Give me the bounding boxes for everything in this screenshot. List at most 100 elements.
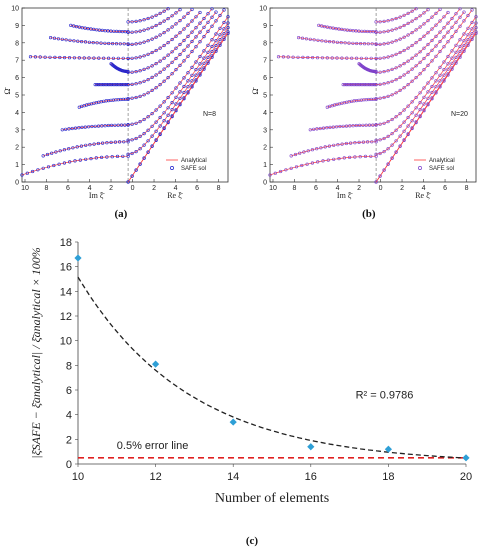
safe-point bbox=[302, 150, 306, 154]
safe-point bbox=[82, 56, 86, 60]
safe-point bbox=[386, 147, 390, 151]
safe-point bbox=[358, 155, 362, 159]
safe-point bbox=[126, 56, 130, 60]
safe-point bbox=[358, 123, 362, 127]
safe-point bbox=[306, 55, 310, 60]
safe-point bbox=[74, 25, 79, 29]
safe-point bbox=[418, 50, 422, 54]
safe-point bbox=[83, 26, 87, 30]
safe-point bbox=[354, 29, 358, 33]
legend-analytical-label: Analytical bbox=[429, 158, 455, 164]
safe-point bbox=[394, 128, 398, 132]
safe-point bbox=[363, 82, 367, 87]
safe-point bbox=[347, 41, 351, 45]
safe-point bbox=[194, 78, 198, 82]
safe-point bbox=[394, 139, 398, 143]
x-tick-label: 10 bbox=[72, 471, 84, 483]
safe-point bbox=[138, 29, 142, 33]
safe-point bbox=[99, 41, 103, 45]
safe-point bbox=[206, 29, 210, 34]
safe-point bbox=[146, 27, 150, 31]
safe-point bbox=[174, 56, 178, 61]
safe-point bbox=[446, 40, 450, 44]
safe-point bbox=[162, 126, 166, 130]
safe-point bbox=[114, 82, 119, 87]
safe-point bbox=[390, 67, 394, 71]
safe-point bbox=[438, 30, 442, 34]
safe-point bbox=[442, 26, 446, 30]
safe-point bbox=[311, 55, 315, 60]
safe-point bbox=[150, 37, 154, 41]
safe-point bbox=[166, 28, 170, 32]
safe-point bbox=[158, 21, 162, 26]
safe-point bbox=[138, 134, 142, 138]
safe-point bbox=[110, 41, 115, 46]
safe-point bbox=[126, 69, 130, 74]
safe-point bbox=[426, 42, 430, 47]
safe-point bbox=[474, 26, 478, 30]
x-tick-label: 0 bbox=[131, 185, 135, 192]
safe-point bbox=[130, 151, 134, 156]
safe-point bbox=[331, 125, 335, 129]
safe-point bbox=[106, 29, 110, 33]
safe-point bbox=[390, 79, 394, 83]
safe-point bbox=[446, 30, 450, 34]
safe-point bbox=[114, 42, 119, 46]
safe-point bbox=[434, 44, 438, 48]
safe-point bbox=[214, 32, 218, 36]
safe-point bbox=[182, 27, 186, 31]
safe-point bbox=[356, 82, 360, 87]
safe-point bbox=[348, 155, 352, 159]
safe-point bbox=[430, 96, 434, 100]
safe-point bbox=[406, 70, 410, 74]
safe-point bbox=[214, 39, 218, 43]
safe-point bbox=[458, 38, 462, 42]
safe-point bbox=[339, 40, 343, 45]
safe-point bbox=[321, 126, 326, 130]
x-tick-label: 4 bbox=[422, 185, 426, 192]
x-tick-label: 2 bbox=[152, 185, 156, 192]
safe-point bbox=[154, 120, 158, 124]
safe-point bbox=[158, 132, 162, 136]
safe-point bbox=[327, 144, 332, 148]
safe-point bbox=[422, 95, 426, 99]
safe-point bbox=[95, 41, 99, 45]
safe-point bbox=[470, 31, 474, 36]
safe-point bbox=[474, 21, 478, 25]
safe-point bbox=[194, 67, 198, 72]
panel-caption: (a) bbox=[114, 208, 127, 220]
safe-point bbox=[62, 55, 67, 60]
safe-point bbox=[418, 114, 422, 118]
y-axis-label: Ω̄ bbox=[251, 87, 260, 95]
safe-point bbox=[142, 156, 146, 160]
safe-point bbox=[434, 85, 438, 89]
analytical-curve bbox=[278, 56, 377, 59]
safe-point bbox=[325, 126, 329, 130]
safe-point bbox=[146, 139, 150, 143]
safe-point bbox=[454, 29, 458, 34]
safe-point bbox=[142, 132, 146, 136]
safe-point bbox=[86, 125, 91, 129]
safe-point bbox=[117, 140, 122, 144]
safe-point bbox=[138, 81, 142, 85]
safe-point bbox=[111, 56, 115, 60]
safe-point bbox=[340, 27, 344, 32]
safe-point bbox=[116, 82, 120, 87]
safe-point bbox=[359, 82, 363, 87]
safe-point bbox=[374, 42, 378, 46]
safe-point bbox=[382, 82, 386, 86]
safe-point bbox=[268, 173, 272, 177]
safe-point bbox=[320, 39, 324, 43]
safe-point bbox=[174, 95, 178, 99]
safe-point bbox=[355, 41, 359, 46]
data-point bbox=[74, 254, 82, 262]
safe-point bbox=[446, 54, 450, 59]
safe-point bbox=[402, 23, 406, 28]
safe-point bbox=[142, 40, 146, 44]
safe-point bbox=[150, 25, 154, 29]
safe-point bbox=[146, 115, 150, 119]
safe-point bbox=[422, 108, 426, 112]
safe-point bbox=[222, 20, 226, 25]
safe-point bbox=[410, 9, 414, 13]
safe-point bbox=[150, 144, 154, 148]
